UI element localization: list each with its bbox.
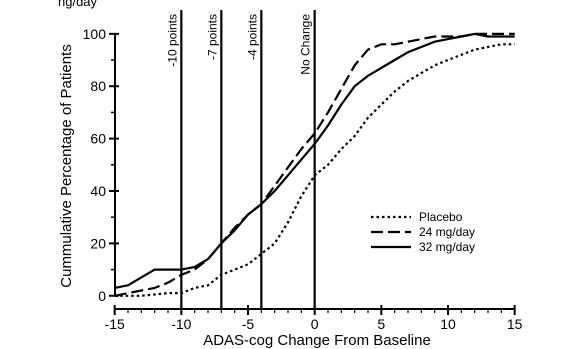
axes: 0 20 40 60 80 100 -15 -10 -5 0 5 10 15	[83, 26, 523, 332]
y-tick-label: 20	[90, 235, 106, 251]
x-tick-label: 15	[507, 316, 523, 332]
y-tick-label: 0	[98, 288, 106, 304]
series-layer	[114, 32, 515, 297]
x-tick-label: 10	[440, 316, 456, 332]
x-axis-title: ADAS-cog Change From Baseline	[203, 332, 431, 349]
legend-label: 32 mg/day	[419, 240, 475, 254]
threshold-label: -7 points	[205, 14, 219, 60]
threshold-label: -10 points	[165, 14, 179, 67]
x-tick-label: 5	[377, 316, 385, 332]
series-line-1	[114, 32, 515, 297]
legend-label: 24 mg/day	[419, 225, 475, 239]
y-tick-label: 100	[83, 26, 107, 42]
y-axis-title: Cummulative Percentage of Patients	[58, 44, 75, 287]
x-tick-label: -5	[242, 316, 255, 332]
threshold-label: No Change	[299, 14, 313, 75]
y-tick-label: 40	[90, 183, 106, 199]
legend-label: Placebo	[419, 210, 463, 224]
top-cropped-text: ng/day	[58, 0, 98, 9]
series-line-0	[114, 43, 515, 297]
y-tick-label: 80	[90, 78, 106, 94]
threshold-lines: -10 points -7 points -4 points No Change	[165, 10, 316, 309]
x-tick-label: -10	[171, 316, 191, 332]
threshold-label: -4 points	[245, 14, 259, 60]
x-tick-label: -15	[105, 316, 125, 332]
x-tick-label: 0	[311, 316, 319, 332]
series-line-2	[114, 32, 515, 289]
y-tick-label: 60	[90, 131, 106, 147]
